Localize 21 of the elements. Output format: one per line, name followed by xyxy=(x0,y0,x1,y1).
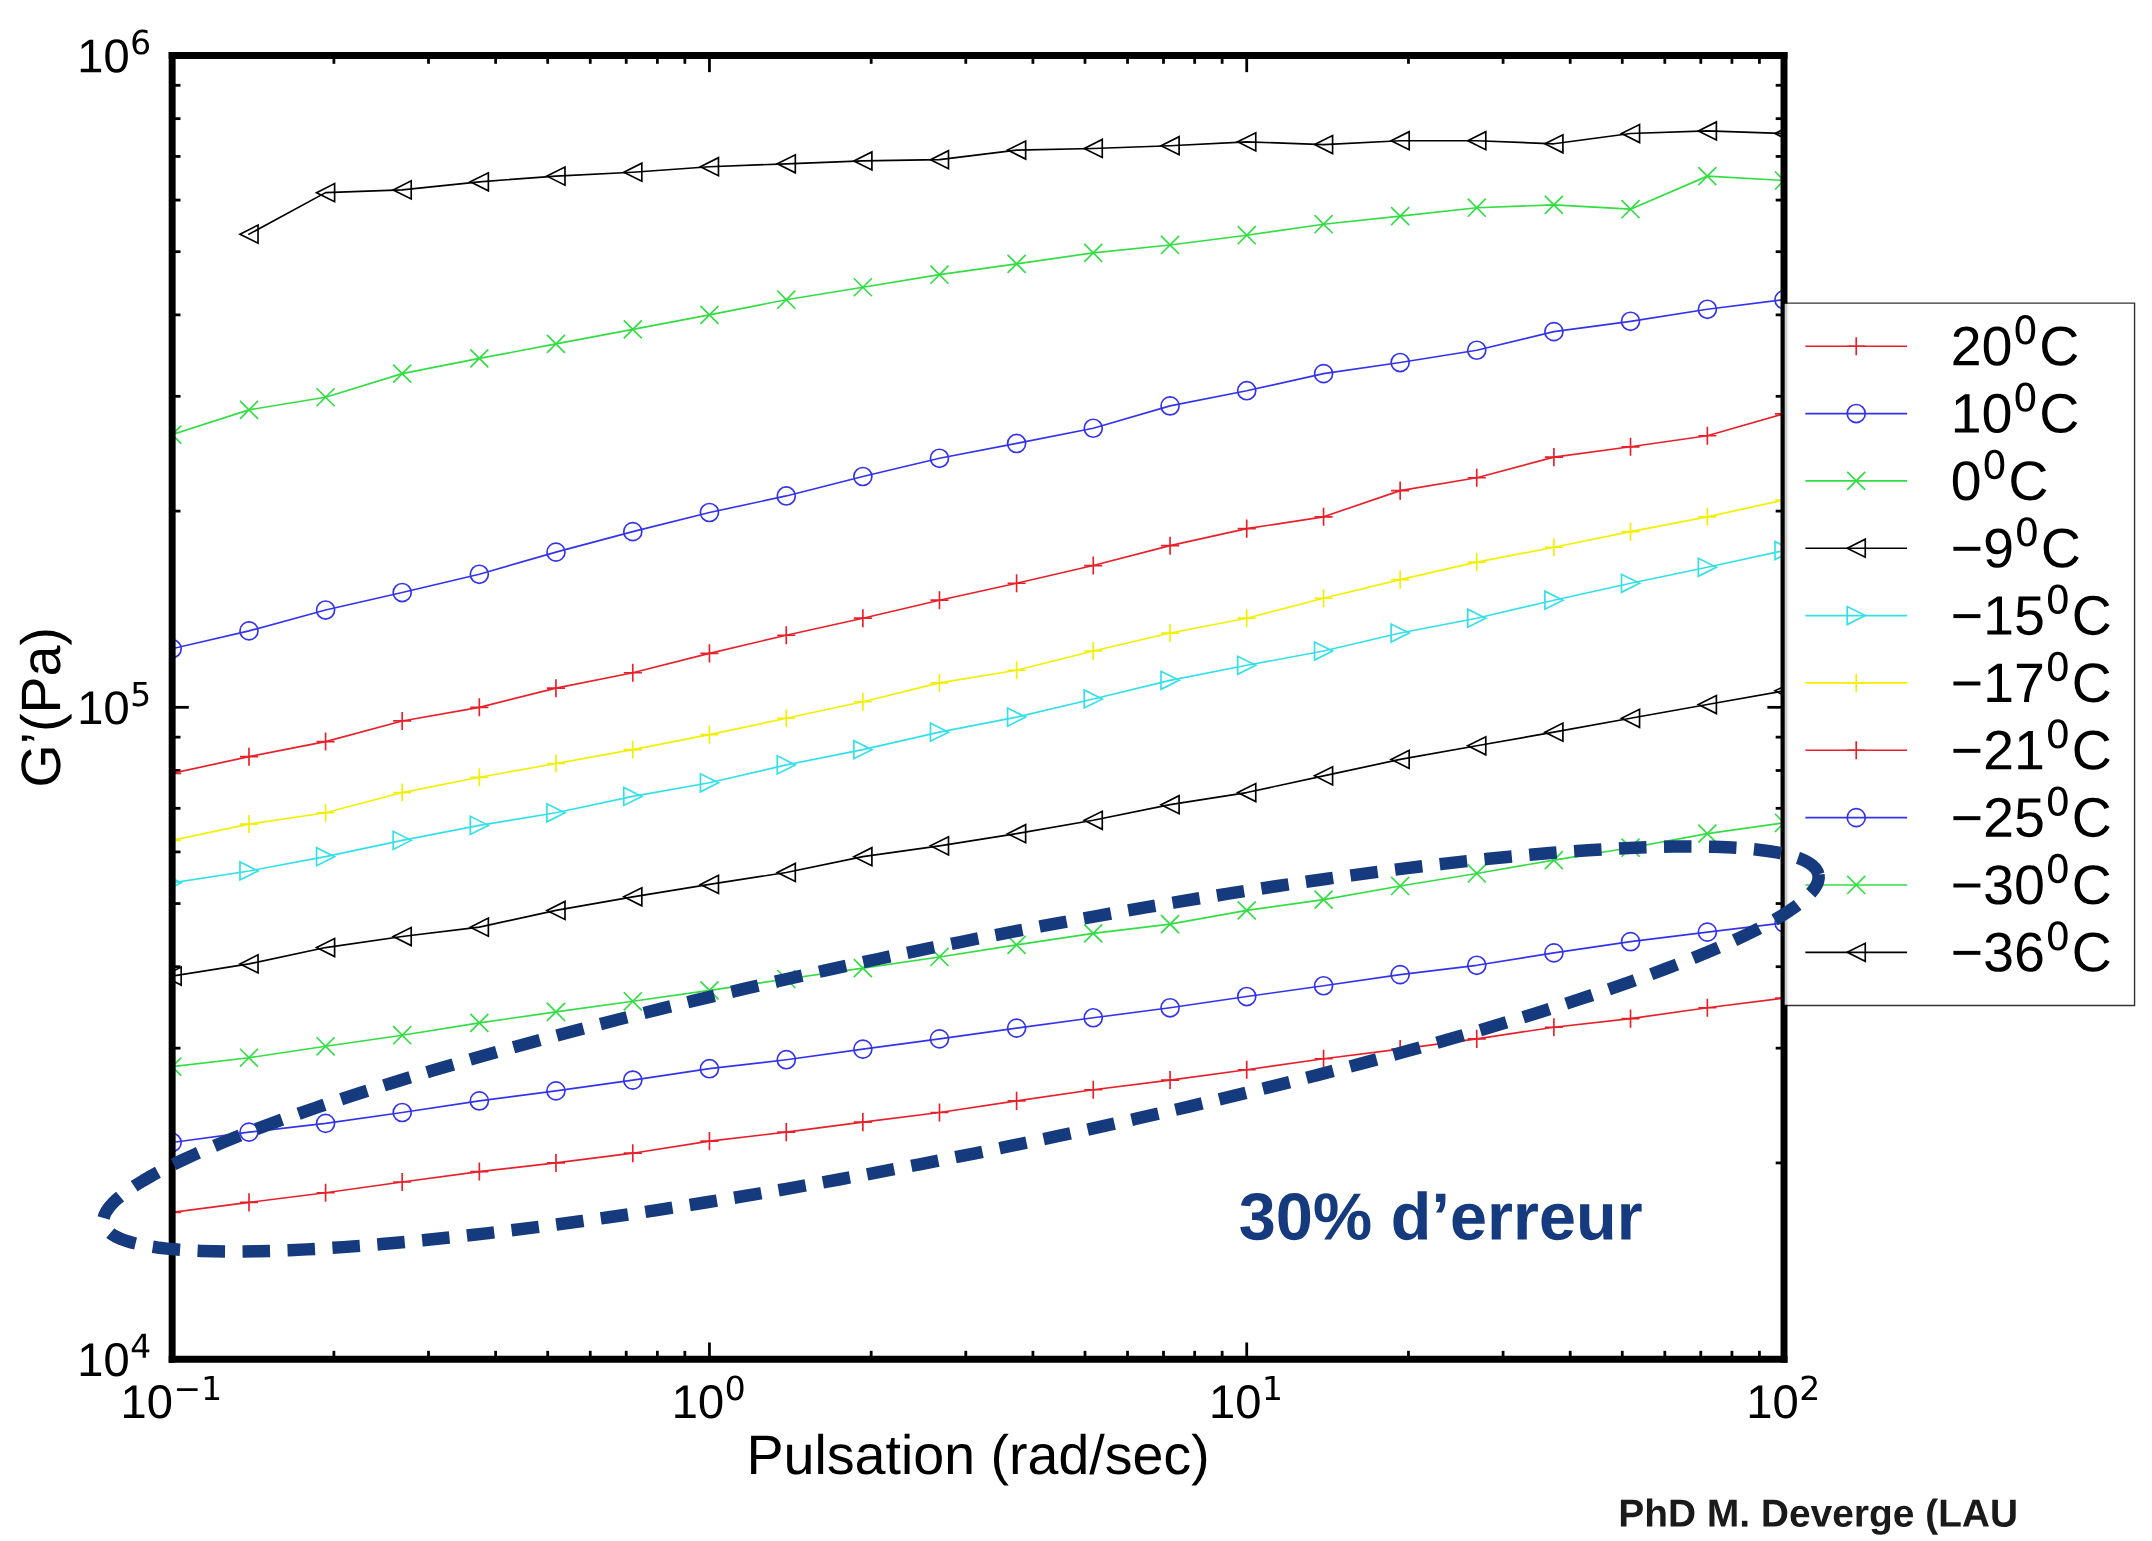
y-tick-label: 10$^{5}$ xyxy=(80,681,149,725)
legend-label: 10$^{0}$C xyxy=(1954,382,2078,434)
legend-label: −30$^{0}$C xyxy=(1953,853,2110,905)
x-tick-label: 10$^{2}$ xyxy=(1749,1375,1817,1419)
y-axis-title: G’(Pa) xyxy=(19,630,72,785)
legend-label: −25$^{0}$C xyxy=(1953,786,2110,838)
legend-label: −36$^{0}$C xyxy=(1953,921,2110,972)
legend-label: 20$^{0}$C xyxy=(1953,315,2078,366)
x-tick-label: 10$^{−1}$ xyxy=(124,1375,220,1419)
legend-label: 0$^{0}$C xyxy=(1952,449,2047,501)
annotation: 30% d’erreur xyxy=(1240,1191,1642,1241)
legend-label: −17$^{0}$C xyxy=(1953,651,2110,703)
legend-label: −9$^{0}$C xyxy=(1953,517,2079,568)
legend-label: −21$^{0}$C xyxy=(1953,719,2110,770)
y-tick-label: 10$^{4}$ xyxy=(80,1333,150,1377)
y-tick-label: 10$^{6}$ xyxy=(80,29,150,73)
legend-label: −15$^{0}$C xyxy=(1953,584,2110,636)
x-tick-label: 10$^{0}$ xyxy=(675,1375,744,1419)
text: PhD M. Deverge (LAU xyxy=(1620,1498,2016,1535)
x-tick-label: 10$^{1}$ xyxy=(1212,1375,1280,1419)
x-axis-title: Pulsation (rad/sec) xyxy=(751,1433,1207,1486)
